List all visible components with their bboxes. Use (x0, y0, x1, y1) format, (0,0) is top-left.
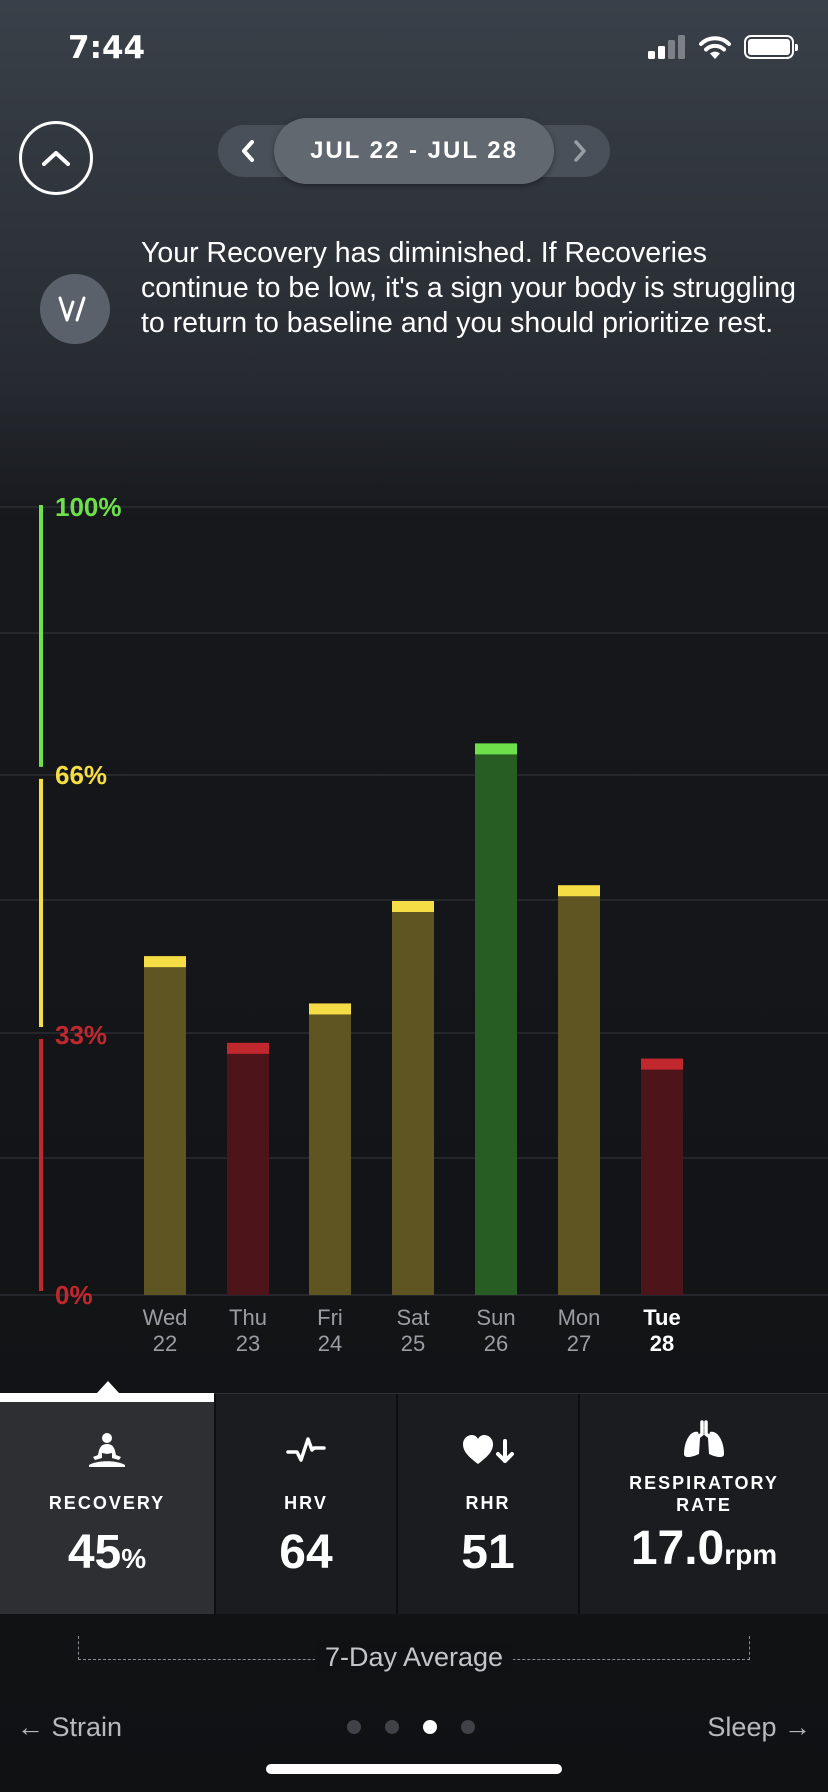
x-tick-day: Thu (229, 1305, 267, 1330)
tab-hrv[interactable]: HRV 64 (216, 1394, 396, 1614)
lungs-icon (682, 1420, 726, 1460)
rhr-label: RHR (465, 1493, 511, 1513)
collapse-button[interactable] (19, 121, 93, 195)
recovery-label: RECOVERY (48, 1493, 166, 1513)
x-tick-date: 27 (567, 1331, 591, 1356)
bar (475, 743, 517, 1295)
hrv-value: 64 (279, 1526, 333, 1579)
active-tab-notch (97, 1381, 119, 1393)
x-tick-date: 25 (401, 1331, 425, 1356)
recovery-unit: % (121, 1543, 147, 1574)
status-time: 7:44 (68, 30, 146, 66)
page-dot[interactable] (347, 1720, 361, 1734)
wifi-icon (699, 36, 731, 59)
bar (144, 956, 186, 1295)
bar (309, 1003, 351, 1295)
y-tick-label: 0% (55, 1280, 93, 1310)
recovery-value: 45% (67, 1526, 147, 1579)
page-dots (347, 1720, 475, 1734)
chevron-up-icon (42, 151, 70, 166)
active-tab-indicator (0, 1393, 214, 1402)
status-icons (648, 34, 798, 60)
signal-icon (648, 35, 685, 59)
sleep-nav-link[interactable]: Sleep → (707, 1712, 811, 1742)
rhr-value: 51 (461, 1526, 515, 1579)
bar-cap (309, 1003, 351, 1015)
tab-respiratory-rate[interactable]: RESPIRATORY RATE 17.0rpm (580, 1394, 828, 1614)
respiratory-rate-value: 17.0rpm (630, 1522, 778, 1575)
bar-cap (227, 1042, 269, 1054)
x-tick-date: 26 (484, 1331, 508, 1356)
meditation-icon (87, 1430, 127, 1470)
bar-cap (641, 1058, 683, 1070)
page-dot-active[interactable] (423, 1720, 437, 1734)
home-indicator[interactable] (266, 1764, 562, 1774)
x-tick-day: Wed (143, 1305, 188, 1330)
x-tick-day: Tue (643, 1305, 680, 1330)
bar-cap (475, 743, 517, 755)
previous-week-button[interactable] (218, 125, 278, 177)
date-range-label[interactable]: JUL 22 - JUL 28 (274, 118, 554, 184)
metrics-tabs: RECOVERY 45% HRV 64 RHR 51 (0, 1393, 828, 1614)
y-tick-label: 66% (55, 760, 107, 790)
x-tick-day: Sat (396, 1305, 429, 1330)
x-tick-date: 24 (318, 1331, 342, 1356)
bar (227, 1042, 269, 1295)
x-tick-day: Mon (558, 1305, 601, 1330)
heart-down-icon (461, 1430, 515, 1470)
insight-text: Your Recovery has diminished. If Recover… (141, 237, 796, 339)
hrv-pulse-icon (286, 1430, 326, 1470)
status-bar: 7:44 (0, 0, 828, 100)
y-tick-label: 33% (55, 1020, 107, 1050)
page-dot[interactable] (385, 1720, 399, 1734)
date-range-navigator: JUL 22 - JUL 28 (218, 118, 610, 184)
tab-recovery[interactable]: RECOVERY 45% (0, 1394, 214, 1614)
recovery-chart: 100% 66% 33% 0% Wed 22 Thu 23 Fri 24 Sat 25 Sun 26 Mon… (0, 480, 828, 1360)
bar-cap (392, 901, 434, 912)
whoop-logo-icon (40, 274, 110, 344)
next-week-button[interactable] (550, 125, 610, 177)
battery-icon (744, 35, 798, 59)
average-label: 7-Day Average (0, 1642, 828, 1673)
arrow-left-icon: ← (17, 1712, 44, 1742)
strain-nav-link[interactable]: ← Strain (17, 1712, 123, 1742)
respiratory-rate-unit: rpm (724, 1539, 778, 1570)
x-tick-date: 28 (650, 1331, 674, 1356)
bar-cap (558, 885, 600, 897)
tab-rhr[interactable]: RHR 51 (398, 1394, 578, 1614)
arrow-right-icon: → (784, 1712, 811, 1742)
bar (392, 901, 434, 1295)
bar-cap (144, 956, 186, 968)
y-tick-label: 100% (55, 492, 122, 522)
page-dot[interactable] (461, 1720, 475, 1734)
respiratory-rate-label: RESPIRATORY RATE (629, 1473, 779, 1515)
x-tick-day: Sun (476, 1305, 515, 1330)
hrv-label: HRV (284, 1493, 328, 1513)
x-tick-day: Fri (317, 1305, 343, 1330)
x-tick-date: 22 (153, 1331, 177, 1356)
x-tick-date: 23 (236, 1331, 260, 1356)
chevron-left-icon (242, 140, 254, 162)
chevron-right-icon (574, 140, 586, 162)
bar (641, 1058, 683, 1295)
bar (558, 885, 600, 1295)
